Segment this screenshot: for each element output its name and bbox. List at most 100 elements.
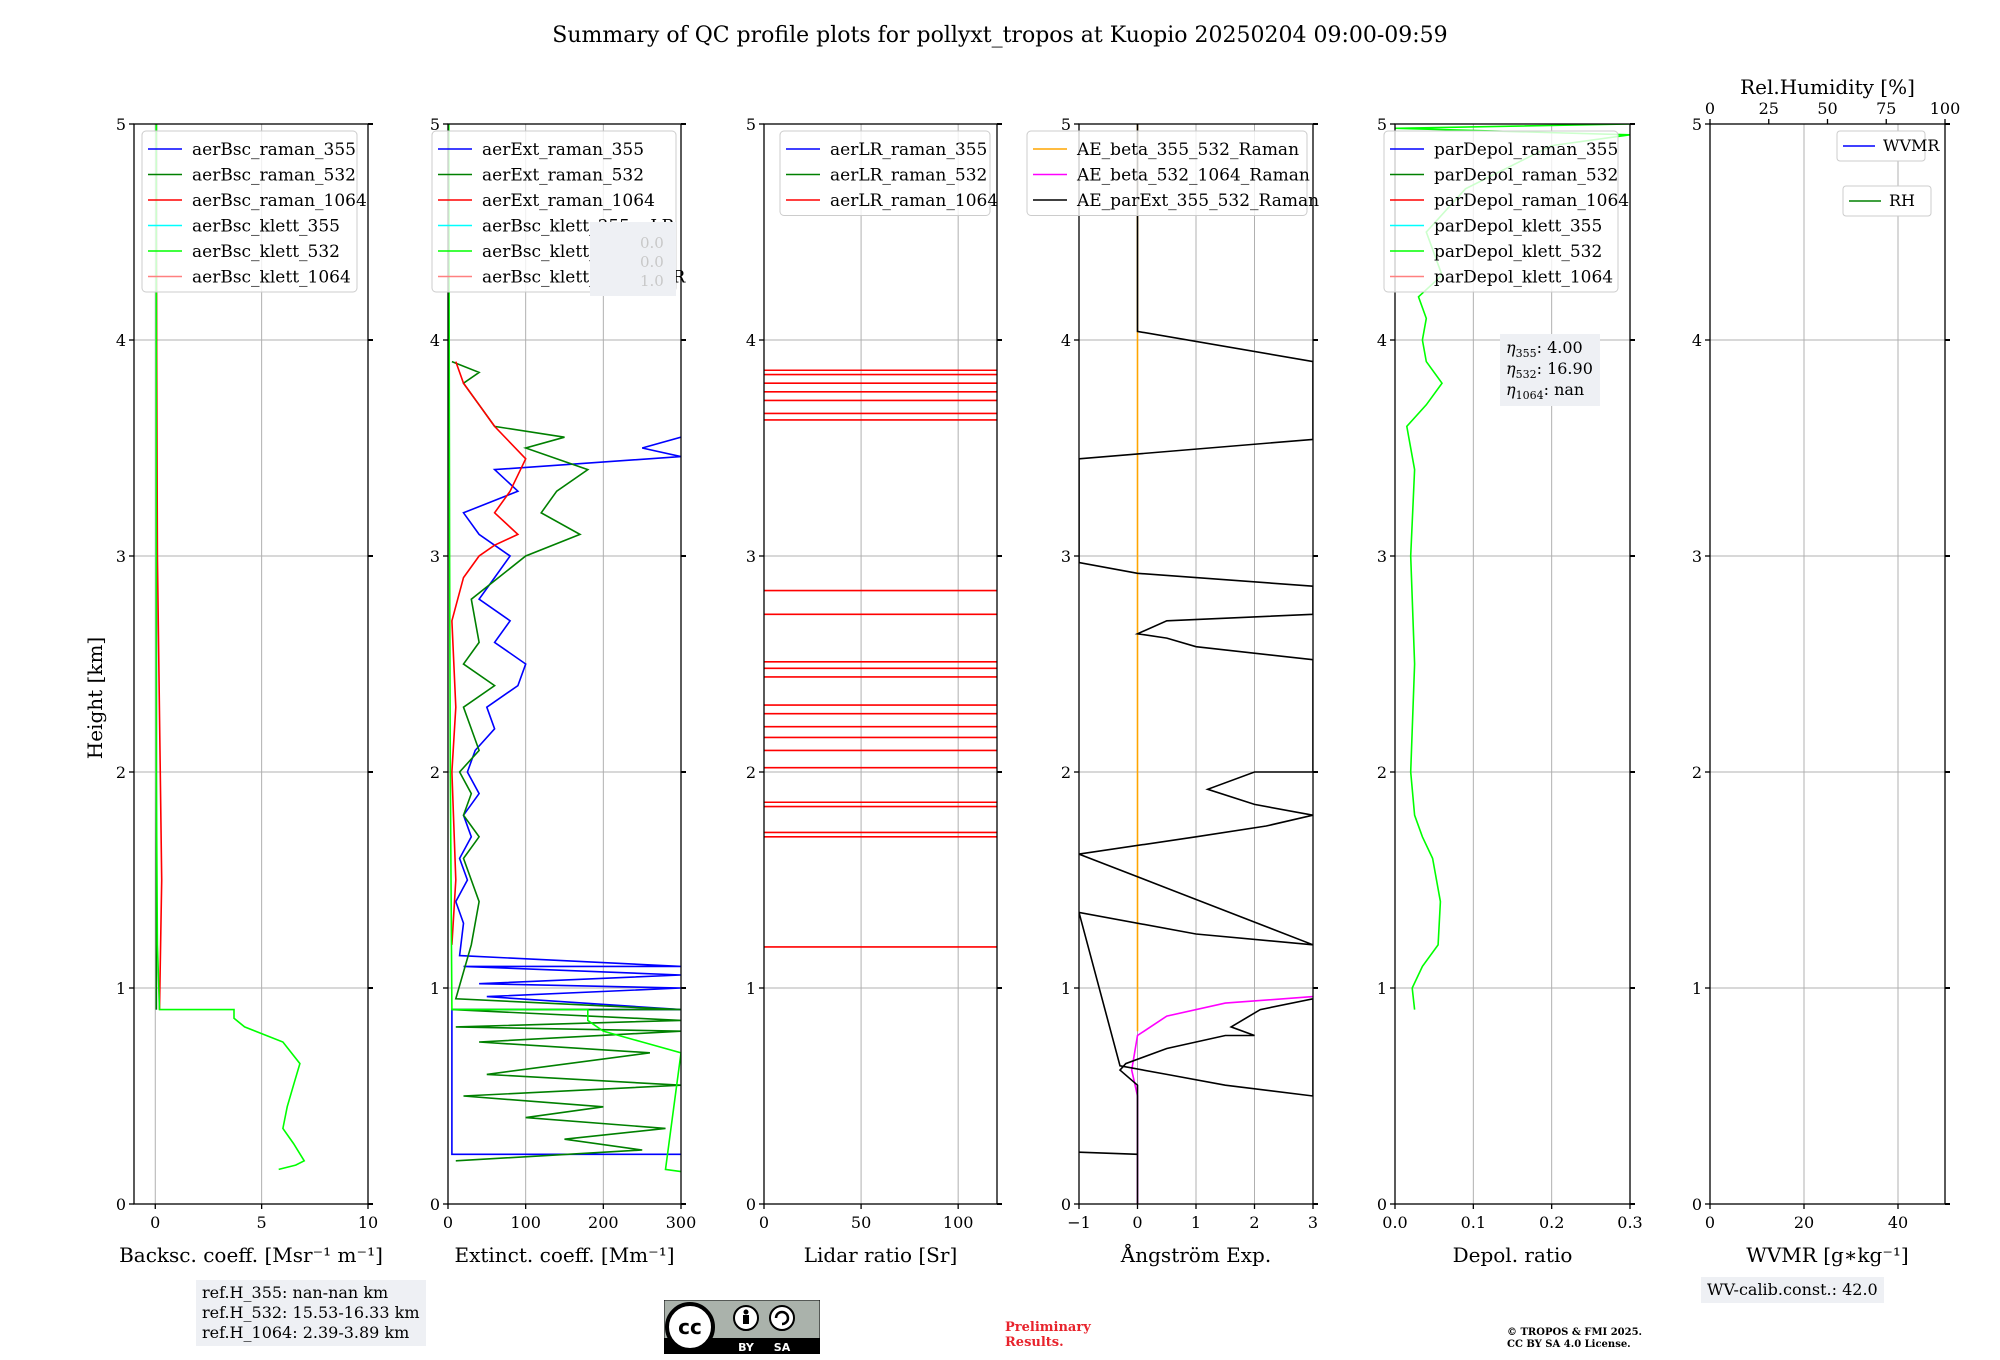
x-tick-label: 100 bbox=[943, 1213, 974, 1232]
cc-icon bbox=[665, 1302, 715, 1352]
y-tick-label: 2 bbox=[1377, 763, 1387, 782]
top-x-axis-label: Rel.Humidity [%] bbox=[1740, 75, 1915, 99]
legend-label: AE_beta_532_1064_Raman bbox=[1076, 166, 1310, 186]
y-tick-label: 3 bbox=[746, 547, 756, 566]
legend-label: AE_parExt_355_532_Raman bbox=[1076, 191, 1319, 211]
legend-box bbox=[1842, 185, 1932, 217]
x-axis-label-wv: WVMR [g∗kg⁻¹] bbox=[1746, 1243, 1908, 1267]
series-line-AE_parExt_355_532_Raman bbox=[1079, 124, 1313, 1204]
y-tick-label: 5 bbox=[1377, 115, 1387, 134]
y-tick-label: 4 bbox=[1377, 331, 1387, 350]
y-tick-label: 3 bbox=[1061, 547, 1071, 566]
y-tick-label: 5 bbox=[116, 115, 126, 134]
axes-frame-depol bbox=[1394, 123, 1631, 1205]
axes-frame-lr bbox=[763, 123, 998, 1205]
cc-icon-label: cc bbox=[678, 1315, 702, 1339]
sa-label: SA bbox=[774, 1341, 791, 1354]
grid-wv bbox=[1709, 123, 1945, 1205]
legend-label: aerLR_raman_532 bbox=[830, 166, 987, 186]
panel-ext: 0 1 2 3 4 5 0 100 200 300 Extinct. coeff. [Mm⁻¹] ae… bbox=[430, 115, 696, 1267]
y-tick-label: 4 bbox=[116, 331, 126, 350]
top-x-tick-label: 25 bbox=[1759, 99, 1779, 118]
legend-label: aerBsc_raman_1064 bbox=[192, 191, 367, 211]
panel-bsc: 0 1 2 3 4 5 0 5 10 Backsc. coeff. [Msr⁻¹ m⁻¹] aerB… bbox=[116, 115, 383, 1267]
legend-label: AE_beta_355_532_Raman bbox=[1076, 140, 1299, 160]
y-tick-label: 1 bbox=[1061, 979, 1071, 998]
x-tick-label: −1 bbox=[1067, 1213, 1091, 1232]
legend-ae: AE_beta_355_532_Raman AE_beta_532_1064_Ra… bbox=[1026, 130, 1319, 216]
plot-area-lr bbox=[764, 369, 997, 948]
x-tick-label: 300 bbox=[666, 1213, 697, 1232]
ext-hidden-text: 0.0 bbox=[640, 234, 664, 252]
legend-box bbox=[779, 130, 991, 216]
eta-line: η532: 16.90 bbox=[1506, 359, 1593, 381]
legend-label: parDepol_raman_532 bbox=[1434, 166, 1618, 186]
series-line-aerExt_raman_355 bbox=[451, 436, 681, 1156]
copyright-line-1: © TROPOS & FMI 2025. bbox=[1507, 1327, 1643, 1338]
plot-area-ext bbox=[448, 124, 681, 1173]
y-tick-label: 1 bbox=[1377, 979, 1387, 998]
ext-hidden-text: 0.0 bbox=[640, 253, 664, 271]
series-line-aerBsc_klett_532 x LR bbox=[448, 124, 681, 1173]
legend-label: parDepol_raman_355 bbox=[1434, 140, 1618, 160]
series-line-aerExt_raman_532 bbox=[451, 360, 681, 1162]
legend-label: aerExt_raman_532 bbox=[482, 166, 644, 186]
y-tick-label: 2 bbox=[1061, 763, 1071, 782]
x-tick-label: 1 bbox=[1191, 1213, 1201, 1232]
ref-height-box: ref.H_355: nan-nan km ref.H_532: 15.53-1… bbox=[196, 1280, 426, 1346]
ext-hidden-box: 0.00.01.0 bbox=[590, 222, 676, 296]
y-tick-label: 4 bbox=[1692, 331, 1702, 350]
y-tick-label: 0 bbox=[1377, 1195, 1387, 1214]
y-tick-label: 2 bbox=[116, 763, 126, 782]
top-x-tick-label: 50 bbox=[1817, 99, 1837, 118]
series-line-aerExt_raman_1064 bbox=[451, 361, 527, 945]
legend-box bbox=[1383, 130, 1619, 293]
y-tick-label: 5 bbox=[746, 115, 756, 134]
y-tick-label: 1 bbox=[746, 979, 756, 998]
y-tick-label: 1 bbox=[430, 979, 440, 998]
x-tick-label: 100 bbox=[510, 1213, 541, 1232]
y-axis-label: Height [km] bbox=[83, 637, 107, 759]
panel-depol: 0 1 2 3 4 5 0.0 0.1 0.2 0.3 Depol. ratio parDepol_r… bbox=[1377, 115, 1643, 1267]
legend-label: aerBsc_raman_355 bbox=[192, 140, 356, 160]
legend-label: WVMR bbox=[1883, 136, 1940, 155]
y-tick-label: 2 bbox=[746, 763, 756, 782]
top-x-tick-label: 0 bbox=[1705, 99, 1715, 118]
x-tick-label: 2 bbox=[1249, 1213, 1259, 1232]
legend-label: aerBsc_klett_532 bbox=[192, 242, 340, 262]
x-tick-label: 0.1 bbox=[1461, 1213, 1486, 1232]
by-label: BY bbox=[738, 1341, 755, 1354]
x-tick-label: 0 bbox=[759, 1213, 769, 1232]
legend-label: aerBsc_klett_355 bbox=[192, 217, 340, 237]
wv-calib-box: WV-calib.const.: 42.0 bbox=[1701, 1277, 1884, 1303]
y-tick-label: 3 bbox=[1377, 547, 1387, 566]
y-tick-label: 3 bbox=[430, 547, 440, 566]
legend-RH: RH bbox=[1842, 185, 1932, 217]
legend-label: parDepol_klett_532 bbox=[1434, 242, 1602, 262]
copyright-line-2: CC BY SA 4.0 License. bbox=[1507, 1339, 1631, 1350]
y-tick-label: 1 bbox=[116, 979, 126, 998]
y-tick-label: 0 bbox=[1061, 1195, 1071, 1214]
legend-bsc: aerBsc_raman_355 aerBsc_raman_532 aerBsc_r… bbox=[141, 130, 367, 293]
ext-hidden-bg bbox=[590, 222, 676, 296]
x-tick-label: 0.2 bbox=[1539, 1213, 1564, 1232]
x-tick-label: 0 bbox=[1132, 1213, 1142, 1232]
cc-license-badge[interactable]: cc BY SA bbox=[663, 1299, 821, 1355]
legend-label: parDepol_raman_1064 bbox=[1434, 191, 1629, 211]
x-tick-label: 10 bbox=[358, 1213, 378, 1232]
legend-label: parDepol_klett_355 bbox=[1434, 217, 1602, 237]
series-line-aerBsc_klett_532 bbox=[155, 124, 306, 1171]
x-tick-label: 0 bbox=[443, 1213, 453, 1232]
x-tick-label: 0 bbox=[1705, 1213, 1715, 1232]
plot-area-ae bbox=[1079, 124, 1313, 1204]
series-line-AE_beta_532_1064_Raman bbox=[1130, 995, 1313, 1204]
copyright-note: © TROPOS & FMI 2025. CC BY SA 4.0 Licens… bbox=[1507, 1327, 1642, 1351]
legend-depol: parDepol_raman_355 parDepol_raman_532 parD… bbox=[1383, 130, 1629, 293]
legend-label: aerLR_raman_355 bbox=[830, 140, 987, 160]
axes-frame-bsc bbox=[133, 123, 369, 1205]
